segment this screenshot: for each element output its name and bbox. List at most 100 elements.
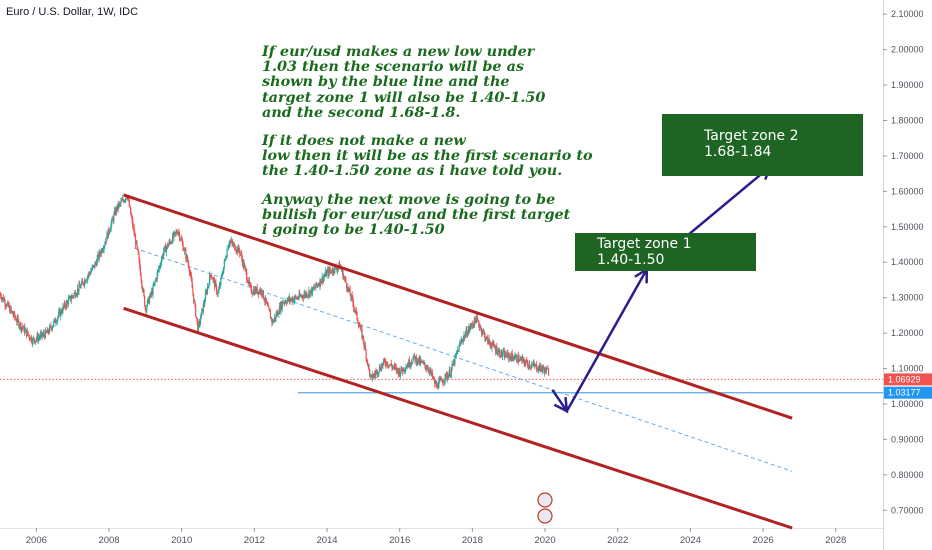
symbol-title[interactable]: Euro / U.S. Dollar, 1W, IDC bbox=[6, 6, 139, 18]
candle-body bbox=[318, 284, 320, 287]
y-tick-label: 2.00000 bbox=[891, 45, 924, 55]
candle-body bbox=[455, 355, 457, 357]
candle-body bbox=[484, 333, 486, 340]
candle-body bbox=[312, 287, 314, 289]
candle-body bbox=[452, 361, 455, 366]
candle-body bbox=[18, 326, 21, 328]
candle-body bbox=[350, 295, 353, 299]
candle-body bbox=[95, 262, 97, 264]
candle-body bbox=[301, 295, 304, 298]
candle-body bbox=[67, 299, 70, 305]
candle-body bbox=[6, 303, 8, 307]
candle-body bbox=[148, 297, 151, 304]
candle-body bbox=[100, 254, 102, 255]
candle-body bbox=[432, 377, 434, 379]
candle-body bbox=[97, 254, 100, 259]
candle-body bbox=[221, 274, 223, 276]
y-tick-label: 2.10000 bbox=[891, 9, 924, 19]
candle-body bbox=[174, 232, 176, 233]
candle-body bbox=[195, 316, 197, 318]
candle-body bbox=[139, 267, 142, 276]
candle-body bbox=[93, 264, 95, 267]
x-tick-label: 2018 bbox=[462, 535, 483, 546]
candle-body bbox=[406, 366, 408, 368]
candle-body bbox=[429, 370, 431, 373]
x-tick-label: 2014 bbox=[316, 535, 337, 546]
candle-body bbox=[299, 295, 302, 297]
candle-body bbox=[201, 308, 203, 313]
candle-body bbox=[49, 326, 51, 333]
y-tick-label: 0.70000 bbox=[891, 505, 924, 515]
candle-body bbox=[391, 365, 393, 369]
candle-body bbox=[251, 292, 253, 294]
candle-body bbox=[492, 342, 494, 344]
candle-body bbox=[438, 379, 441, 381]
candle-body bbox=[0, 297, 2, 300]
candle-body bbox=[416, 362, 418, 364]
candle-body bbox=[220, 277, 222, 285]
candle-body bbox=[321, 276, 323, 282]
candle-body bbox=[408, 360, 411, 366]
target-zone-2[interactable]: Target zone 2 1.68-1.84 bbox=[662, 114, 863, 176]
candle-body bbox=[144, 296, 146, 307]
candle-body bbox=[381, 365, 383, 367]
candle-body bbox=[374, 374, 376, 376]
candle-body bbox=[456, 352, 458, 354]
candle-body bbox=[1, 298, 3, 300]
candle-body bbox=[258, 290, 260, 295]
candle-body bbox=[255, 287, 258, 293]
candle-body bbox=[20, 323, 22, 330]
candle-body bbox=[48, 332, 50, 334]
candle-body bbox=[118, 203, 120, 209]
candle-body bbox=[37, 337, 40, 341]
candle-body bbox=[481, 332, 483, 334]
candle-body bbox=[420, 360, 422, 362]
candle-body bbox=[475, 320, 477, 323]
candle-body bbox=[133, 227, 135, 235]
candle-body bbox=[495, 346, 497, 352]
candle-body bbox=[410, 363, 413, 364]
candle-body bbox=[47, 329, 49, 333]
candle-body bbox=[273, 319, 275, 323]
target-zone-1[interactable]: Target zone 1 1.40-1.50 bbox=[575, 233, 756, 271]
candle-body bbox=[518, 361, 520, 362]
candle-body bbox=[486, 336, 488, 338]
candle-body bbox=[503, 351, 505, 353]
x-tick-label: 2008 bbox=[98, 535, 119, 546]
candle-body bbox=[169, 242, 172, 244]
candle-body bbox=[298, 293, 300, 299]
candle-body bbox=[175, 231, 177, 233]
candle-body bbox=[90, 270, 93, 272]
candle-body bbox=[180, 238, 182, 240]
candle-body bbox=[165, 245, 167, 253]
candle-body bbox=[158, 266, 160, 270]
candle-body bbox=[122, 199, 124, 201]
candle-body bbox=[437, 387, 439, 389]
candle-body bbox=[260, 289, 262, 294]
candle-body bbox=[137, 246, 139, 250]
candle-body bbox=[281, 302, 283, 309]
candle-body bbox=[441, 378, 443, 381]
candle-body bbox=[26, 330, 28, 336]
target-zone-1-range: 1.40-1.50 bbox=[597, 252, 665, 268]
candle-body bbox=[303, 295, 305, 299]
candle-body bbox=[471, 323, 473, 325]
candle-body bbox=[271, 317, 273, 323]
candle-body bbox=[252, 293, 254, 295]
candle-body bbox=[433, 378, 435, 379]
candle-body bbox=[297, 297, 299, 299]
candle-body bbox=[211, 277, 214, 280]
projection-arrow-1 bbox=[551, 268, 648, 414]
candle-body bbox=[257, 291, 259, 294]
candle-body bbox=[489, 343, 492, 347]
candle-body bbox=[65, 301, 67, 308]
candle-body bbox=[493, 343, 495, 347]
candle-body bbox=[270, 317, 272, 319]
candle-body bbox=[246, 279, 248, 283]
candle-body bbox=[455, 353, 457, 356]
candle-body bbox=[424, 362, 426, 366]
candle-body bbox=[364, 345, 366, 347]
candle-body bbox=[514, 355, 516, 359]
candle-body bbox=[353, 308, 355, 310]
